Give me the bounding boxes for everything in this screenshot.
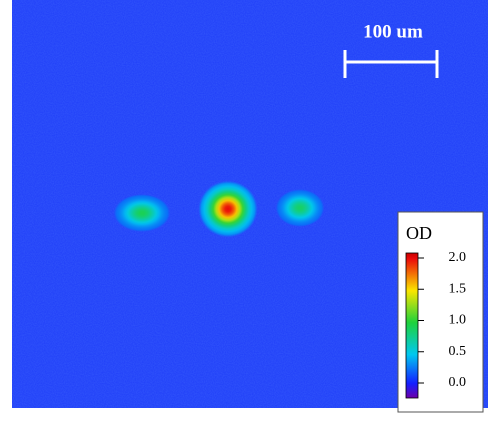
cloud bbox=[275, 189, 325, 227]
colorbar-tick-label: 0.0 bbox=[449, 375, 467, 390]
colorbar bbox=[405, 252, 419, 399]
clouds bbox=[113, 180, 325, 238]
cloud bbox=[198, 180, 258, 238]
scale-bar-label: 100 um bbox=[363, 21, 423, 42]
scale-bar bbox=[343, 50, 439, 78]
colorbar-tick-label: 1.5 bbox=[449, 281, 467, 296]
colorbar-tick-label: 2.0 bbox=[449, 250, 467, 265]
colorbar-tick-label: 1.0 bbox=[449, 313, 467, 328]
colorbar-ticks: 0.0 0.5 1.0 1.5 2.0 bbox=[418, 250, 466, 390]
colorbar-title: OD bbox=[406, 223, 432, 243]
cloud bbox=[113, 194, 171, 232]
colorbar-tick-label: 0.5 bbox=[449, 344, 467, 359]
